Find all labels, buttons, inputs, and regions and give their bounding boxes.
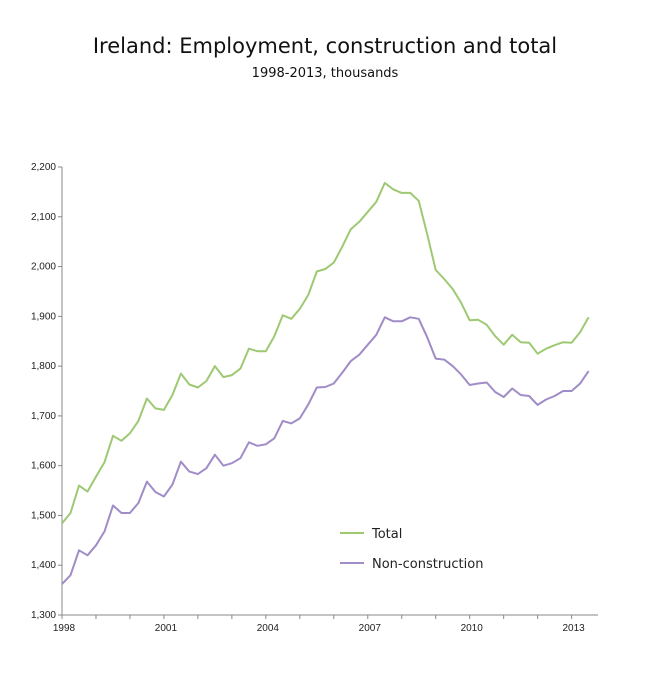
x-tick-label: 2013 <box>562 623 585 634</box>
y-tick-label: 1,400 <box>31 560 56 571</box>
chart-title: Ireland: Employment, construction and to… <box>92 34 558 58</box>
x-axis-ticks: 1998 2001 2004 2007 2010 2013 <box>53 615 585 634</box>
y-tick-label: 1,700 <box>31 411 56 422</box>
y-tick-label: 1,500 <box>31 510 56 521</box>
y-tick-label: 2,000 <box>31 262 56 273</box>
x-tick-label: 2007 <box>359 623 382 634</box>
x-tick-label: 2004 <box>257 623 280 634</box>
x-tick-label: 1998 <box>53 623 76 634</box>
y-tick-label: 2,100 <box>31 212 56 223</box>
legend-label: Total <box>371 527 402 542</box>
series-line-total <box>61 181 590 525</box>
y-tick-label: 1,300 <box>31 610 56 621</box>
y-tick-label: 1,800 <box>31 361 56 372</box>
x-tick-label: 2001 <box>155 623 178 634</box>
y-tick-label: 2,200 <box>31 162 56 173</box>
legend: Total Non-construction <box>340 527 483 572</box>
x-tick-label: 2010 <box>461 623 484 634</box>
y-tick-label: 1,900 <box>31 311 56 322</box>
chart-subtitle: 1998-2013, thousands <box>251 66 399 81</box>
series-line-non-construction <box>61 316 590 585</box>
legend-label: Non-construction <box>372 557 483 572</box>
y-tick-label: 1,600 <box>31 461 56 472</box>
y-axis-ticks: 1,300 1,400 1,500 1,600 1,700 1,800 1,900 2,000… <box>31 162 62 621</box>
series-layer <box>61 181 590 585</box>
